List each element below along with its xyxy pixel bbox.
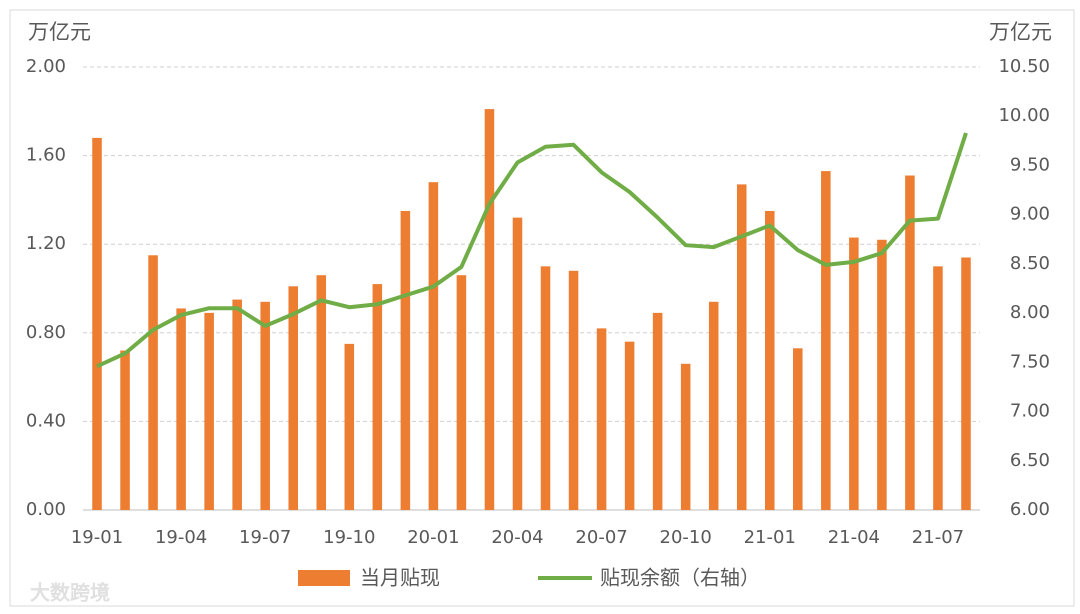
bar xyxy=(540,266,551,510)
x-tick-label: 19-01 xyxy=(71,527,123,548)
bar xyxy=(344,343,355,510)
bar xyxy=(793,348,803,510)
bar xyxy=(260,301,270,510)
bar xyxy=(568,270,579,510)
bar xyxy=(708,301,719,510)
y2-tick-label: 7.00 xyxy=(1010,401,1050,422)
bar xyxy=(316,275,327,510)
bar xyxy=(596,328,607,510)
bar xyxy=(120,350,130,510)
bar xyxy=(961,257,971,510)
x-tick-label: 21-07 xyxy=(912,527,964,548)
chart-border xyxy=(9,9,1075,607)
y2-tick-label: 10.50 xyxy=(998,56,1050,77)
y2-tick-label: 9.50 xyxy=(1010,154,1050,175)
y2-tick-label: 7.50 xyxy=(1010,351,1050,372)
y2-tick-label: 10.00 xyxy=(998,105,1050,126)
x-tick-label: 19-10 xyxy=(323,527,375,548)
bar xyxy=(736,184,747,510)
x-tick-label: 20-07 xyxy=(575,527,627,548)
watermark: 大数跨境 xyxy=(30,581,110,605)
bar xyxy=(821,171,831,511)
x-tick-label: 19-07 xyxy=(239,527,291,548)
y-tick-label: 0.80 xyxy=(26,322,66,343)
bar xyxy=(428,182,439,510)
y2-tick-label: 8.00 xyxy=(1010,302,1050,323)
bar xyxy=(372,284,383,510)
x-tick-label: 21-04 xyxy=(828,527,880,548)
bar xyxy=(232,299,242,510)
y-tick-label: 0.00 xyxy=(26,499,66,520)
y-tick-label: 1.20 xyxy=(26,233,66,254)
bar xyxy=(456,275,467,510)
bar xyxy=(765,210,775,510)
bar xyxy=(933,266,943,510)
y2-axis-title: 万亿元 xyxy=(989,20,1052,44)
y2-tick-label: 9.00 xyxy=(1010,204,1050,225)
y2-tick-label: 8.50 xyxy=(1010,253,1050,274)
x-tick-label: 21-01 xyxy=(744,527,796,548)
x-tick-label: 19-04 xyxy=(155,527,207,548)
bar xyxy=(652,312,663,510)
bar xyxy=(288,286,298,510)
legend-label: 当月贴现 xyxy=(360,566,440,590)
bar xyxy=(512,217,523,510)
bar xyxy=(176,308,186,510)
bar xyxy=(877,239,887,510)
legend-swatch xyxy=(298,570,350,586)
bar xyxy=(905,175,915,510)
bar xyxy=(400,210,411,510)
bar xyxy=(624,341,635,510)
y-tick-label: 2.00 xyxy=(26,56,66,77)
y2-tick-label: 6.00 xyxy=(1010,499,1050,520)
line xyxy=(96,132,968,369)
x-tick-label: 20-04 xyxy=(491,527,543,548)
bar xyxy=(204,312,214,510)
y-tick-label: 1.60 xyxy=(26,145,66,166)
bar xyxy=(849,237,859,510)
y-tick-label: 0.40 xyxy=(26,410,66,431)
x-tick-label: 20-01 xyxy=(407,527,459,548)
bar xyxy=(92,137,102,510)
x-tick-label: 20-10 xyxy=(660,527,712,548)
y-axis-title: 万亿元 xyxy=(28,20,91,44)
bar xyxy=(680,363,691,510)
bar xyxy=(148,255,158,510)
y2-tick-label: 6.50 xyxy=(1010,450,1050,471)
bar xyxy=(484,109,495,511)
legend-label: 贴现余额（右轴） xyxy=(600,566,760,590)
